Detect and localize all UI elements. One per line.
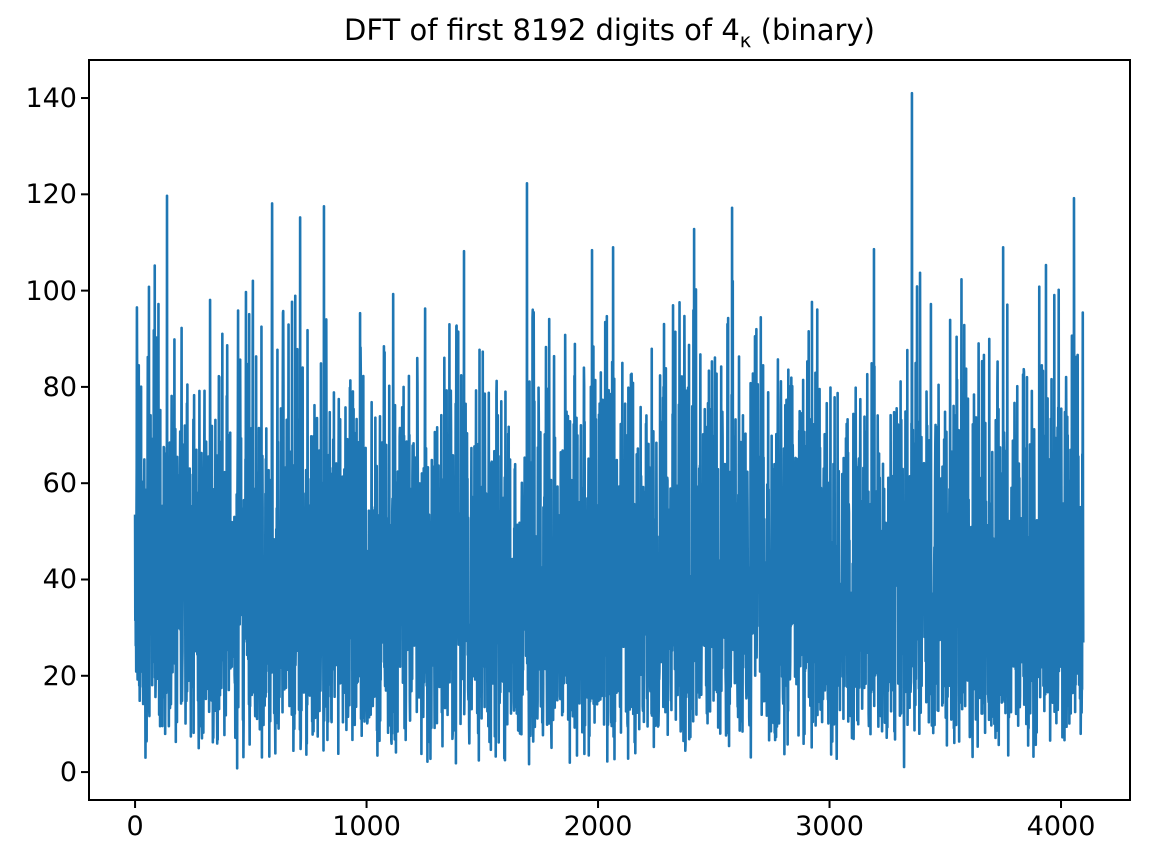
y-tick-label: 100 — [25, 275, 77, 307]
y-tick-label: 140 — [25, 83, 77, 115]
chart-title-subscript: κ — [739, 28, 752, 52]
chart-title-suffix: (binary) — [751, 13, 875, 47]
x-tick-label: 1000 — [332, 811, 401, 842]
x-tick-label: 4000 — [1026, 811, 1096, 842]
chart-title-prefix: DFT of first 8192 digits of 4 — [344, 13, 740, 47]
x-tick-label: 0 — [126, 811, 144, 842]
y-tick-label: 40 — [42, 564, 77, 596]
y-tick-label: 20 — [42, 660, 77, 692]
y-tick-label: 120 — [25, 179, 77, 211]
chart-title: DFT of first 8192 digits of 4κ (binary) — [89, 13, 1130, 50]
x-tick-label: 2000 — [563, 811, 633, 842]
y-tick-label: 0 — [59, 757, 77, 789]
dft-magnitude-line — [133, 91, 1085, 770]
x-tick-label: 3000 — [795, 811, 864, 842]
y-tick-label: 80 — [42, 371, 77, 403]
y-tick-label: 60 — [42, 468, 77, 500]
axes-spines — [88, 59, 1131, 801]
